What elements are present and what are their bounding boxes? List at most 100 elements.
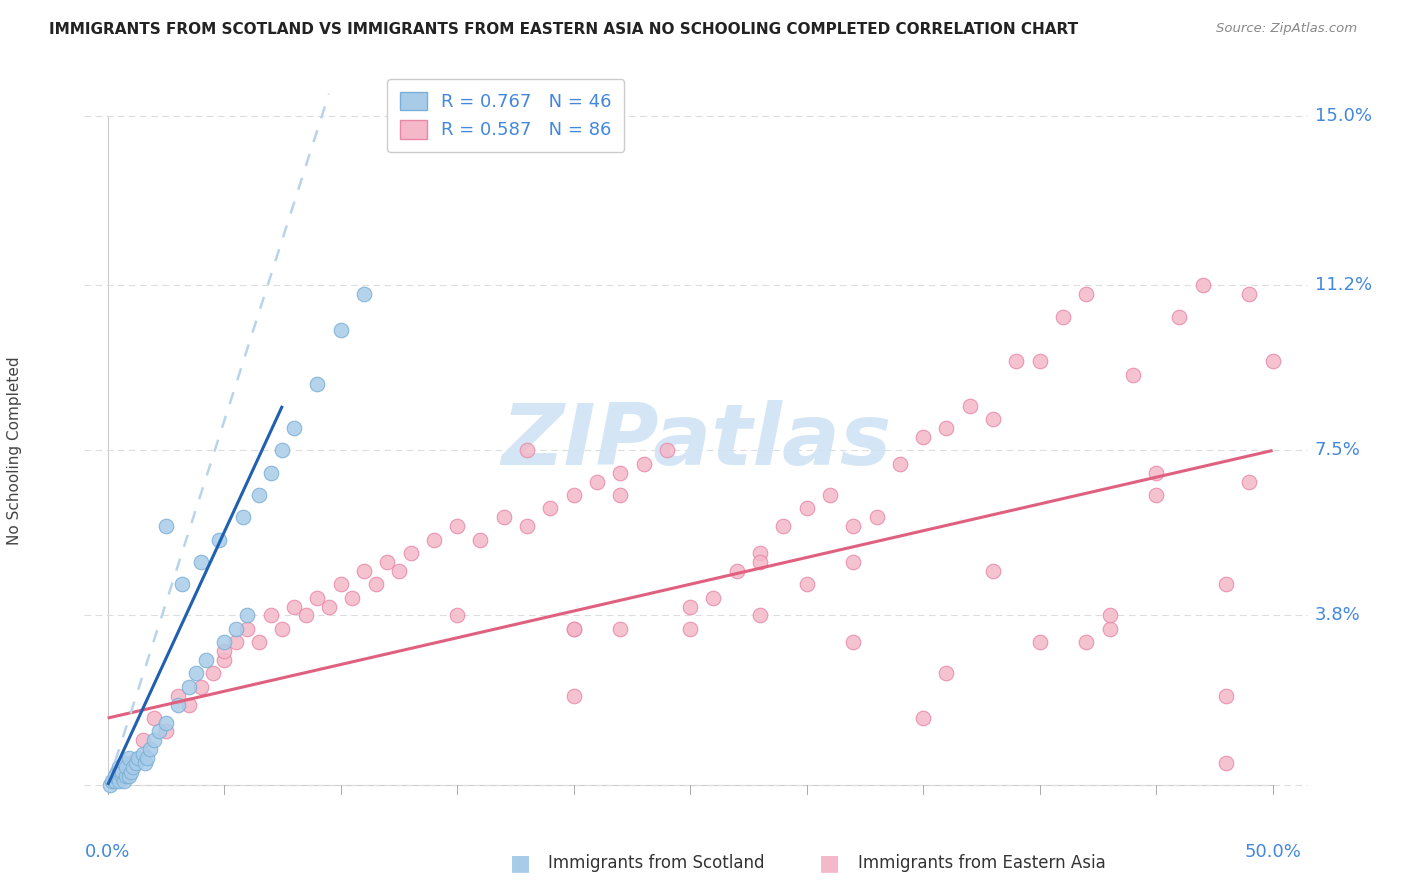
Legend: R = 0.767   N = 46, R = 0.587   N = 86: R = 0.767 N = 46, R = 0.587 N = 86 [387,79,624,152]
Point [1239,287,1261,301]
Point [179,680,201,694]
Point [702,591,724,605]
Point [538,501,561,516]
Point [655,443,678,458]
Point [516,443,538,458]
Point [1122,368,1144,382]
Point [108,773,131,788]
Point [423,533,446,547]
Point [1191,278,1213,293]
Point [1098,622,1121,636]
Point [1261,354,1284,368]
Point [679,599,702,614]
Point [201,666,224,681]
Point [115,769,138,783]
Point [353,287,375,301]
Point [749,555,772,569]
Point [1052,310,1074,324]
Point [108,760,131,774]
Text: ■: ■ [820,854,839,873]
Point [124,756,146,770]
Text: Immigrants from Eastern Asia: Immigrants from Eastern Asia [858,855,1105,872]
Point [342,591,364,605]
Point [166,698,188,712]
Point [186,666,208,681]
Text: 7.5%: 7.5% [1315,442,1361,459]
Point [1005,354,1028,368]
Point [190,555,212,569]
Text: No Schooling Completed: No Schooling Completed [7,356,22,545]
Point [138,742,160,756]
Point [609,622,631,636]
Point [166,689,188,703]
Point [842,555,865,569]
Point [1215,689,1237,703]
Point [865,510,887,524]
Text: Source: ZipAtlas.com: Source: ZipAtlas.com [1216,22,1357,36]
Point [842,519,865,533]
Point [236,608,259,623]
Point [155,724,177,739]
Point [104,769,127,783]
Point [329,323,352,337]
Point [935,421,957,435]
Point [633,457,655,471]
Text: 3.8%: 3.8% [1315,607,1361,624]
Point [155,715,177,730]
Point [127,751,149,765]
Point [772,519,794,533]
Point [131,747,153,761]
Text: 50.0%: 50.0% [1244,843,1301,861]
Text: 15.0%: 15.0% [1315,107,1372,125]
Point [912,430,935,444]
Point [155,519,177,533]
Text: 11.2%: 11.2% [1315,277,1372,294]
Point [981,412,1004,426]
Point [283,421,305,435]
Point [112,773,135,788]
Point [115,760,138,774]
Point [212,653,235,667]
Point [329,577,352,591]
Point [225,635,247,649]
Point [247,488,270,502]
Point [105,769,128,783]
Point [562,488,585,502]
Point [889,457,911,471]
Point [260,608,283,623]
Point [1168,310,1191,324]
Point [470,533,492,547]
Point [353,564,375,578]
Point [120,756,142,770]
Point [749,608,772,623]
Point [375,555,398,569]
Point [212,644,235,658]
Point [105,764,128,779]
Point [1239,475,1261,489]
Point [122,760,145,774]
Point [1076,635,1098,649]
Point [609,488,631,502]
Point [260,466,283,480]
Point [271,443,294,458]
Point [1028,354,1050,368]
Point [388,564,411,578]
Point [796,501,818,516]
Point [225,622,247,636]
Point [1098,608,1121,623]
Point [446,519,468,533]
Point [190,680,212,694]
Point [1144,488,1167,502]
Point [1215,577,1237,591]
Point [112,756,135,770]
Point [399,546,422,560]
Point [935,666,957,681]
Point [271,622,294,636]
Point [562,689,585,703]
Point [1028,635,1050,649]
Point [120,764,142,779]
Point [117,769,139,783]
Point [283,599,305,614]
Text: ZIPatlas: ZIPatlas [501,400,891,483]
Point [294,608,316,623]
